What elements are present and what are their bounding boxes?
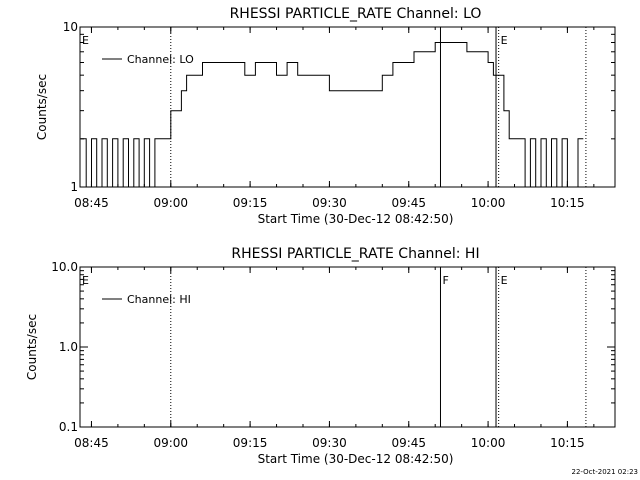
plot-frame	[79, 266, 616, 428]
x-tick-label: 10:00	[471, 196, 506, 210]
x-tick-label: 09:45	[391, 196, 426, 210]
hi-channel-panel: RHESSI PARTICLE_RATE Channel: HI 08:45 09:…	[25, 246, 616, 466]
x-tick-label: 09:45	[391, 436, 426, 450]
x-tick-label: 10:15	[550, 436, 585, 450]
y-axis-label: Counts/sec	[35, 74, 49, 140]
x-tick-label: 10:00	[471, 436, 506, 450]
footer-timestamp: 22-Oct-2021 02:23	[572, 468, 638, 476]
x-tick-label: 09:15	[233, 436, 268, 450]
x-tick-label: 09:30	[312, 436, 347, 450]
y-tick-label: 0.1	[59, 420, 78, 434]
event-marker-label: F	[442, 274, 448, 287]
x-tick-label: 09:15	[233, 196, 268, 210]
x-axis-label: Start Time (30-Dec-12 08:42:50)	[258, 212, 454, 226]
event-marker-label: E	[82, 274, 89, 287]
x-tick-label: 08:45	[74, 196, 109, 210]
x-tick-label: 10:15	[550, 196, 585, 210]
x-tick-label: 09:00	[153, 436, 188, 450]
lo-channel-panel: RHESSI PARTICLE_RATE Channel: LO 08:45 09:…	[35, 6, 616, 226]
legend-label: Channel: HI	[127, 293, 191, 306]
x-axis-label: Start Time (30-Dec-12 08:42:50)	[258, 452, 454, 466]
legend-label: Channel: LO	[127, 53, 194, 66]
chart-title: RHESSI PARTICLE_RATE Channel: HI	[231, 246, 479, 262]
y-tick-label: 10	[63, 20, 78, 34]
y-tick-label: 1.0	[59, 340, 78, 354]
y-tick-label: 1	[70, 180, 78, 194]
y-axis-label: Counts/sec	[25, 314, 39, 380]
x-tick-label: 09:00	[153, 196, 188, 210]
event-marker-label: E	[501, 34, 508, 47]
event-marker-label: E	[82, 34, 89, 47]
event-marker-label: E	[501, 274, 508, 287]
plot-frame	[79, 26, 616, 188]
x-tick-label: 09:30	[312, 196, 347, 210]
y-tick-label: 10.0	[51, 260, 78, 274]
x-tick-label: 08:45	[74, 436, 109, 450]
series-line	[80, 42, 584, 188]
chart-title: RHESSI PARTICLE_RATE Channel: LO	[230, 6, 482, 22]
